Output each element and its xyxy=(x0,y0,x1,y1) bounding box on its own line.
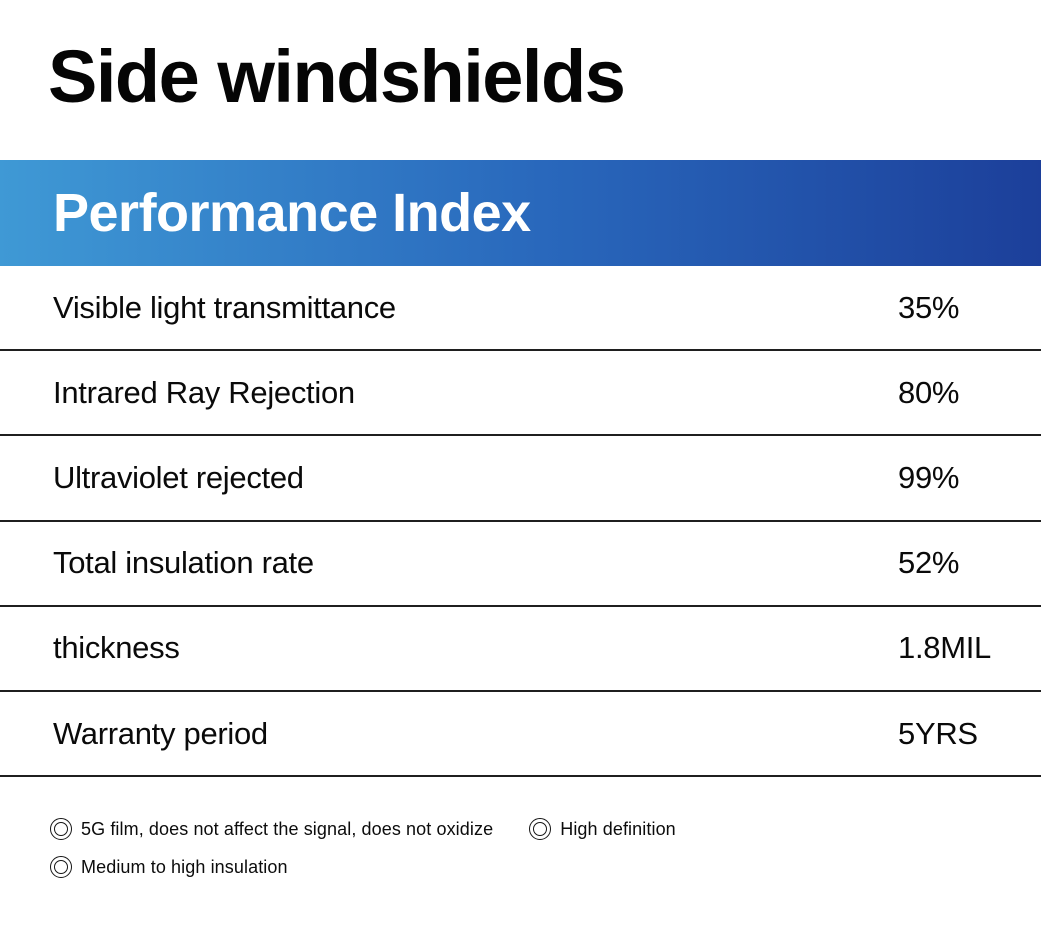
spec-label: Warranty period xyxy=(53,715,268,751)
double-circle-icon xyxy=(50,856,72,878)
list-item: 5G film, does not affect the signal, doe… xyxy=(50,818,493,840)
double-circle-icon xyxy=(529,818,552,840)
feature-line: Medium to high insulation xyxy=(50,848,1010,886)
spec-label: Intrared Ray Rejection xyxy=(53,374,355,410)
table-row: thickness 1.8MIL xyxy=(0,607,1041,692)
feature-label: Medium to high insulation xyxy=(81,856,288,877)
feature-line: 5G film, does not affect the signal, doe… xyxy=(50,810,1010,848)
spec-label: thickness xyxy=(53,630,180,666)
spec-value: 35% xyxy=(898,289,960,325)
double-circle-icon xyxy=(50,818,72,840)
table-row: Intrared Ray Rejection 80% xyxy=(0,351,1041,437)
page-title: Side windshields xyxy=(48,35,626,118)
performance-index-banner: Performance Index xyxy=(0,160,1041,266)
spec-label: Ultraviolet rejected xyxy=(53,459,304,495)
table-row: Total insulation rate 52% xyxy=(0,522,1041,607)
table-row: Ultraviolet rejected 99% xyxy=(0,436,1041,522)
feature-label: High definition xyxy=(560,818,676,839)
feature-list: 5G film, does not affect the signal, doe… xyxy=(50,810,1010,886)
spec-value: 80% xyxy=(898,374,960,410)
list-item: Medium to high insulation xyxy=(50,856,288,878)
spec-value: 5YRS xyxy=(898,715,978,751)
table-row: Warranty period 5YRS xyxy=(0,692,1041,778)
list-item: High definition xyxy=(529,818,676,840)
spec-value: 52% xyxy=(898,545,960,581)
feature-label: 5G film, does not affect the signal, doe… xyxy=(81,818,494,839)
spec-label: Visible light transmittance xyxy=(53,289,396,325)
table-row: Visible light transmittance 35% xyxy=(0,266,1041,352)
spec-label: Total insulation rate xyxy=(53,545,314,581)
spec-value: 99% xyxy=(898,459,960,495)
spec-value: 1.8MIL xyxy=(898,630,991,666)
banner-title: Performance Index xyxy=(53,183,531,243)
spec-table: Visible light transmittance 35% Intrared… xyxy=(0,266,1041,778)
